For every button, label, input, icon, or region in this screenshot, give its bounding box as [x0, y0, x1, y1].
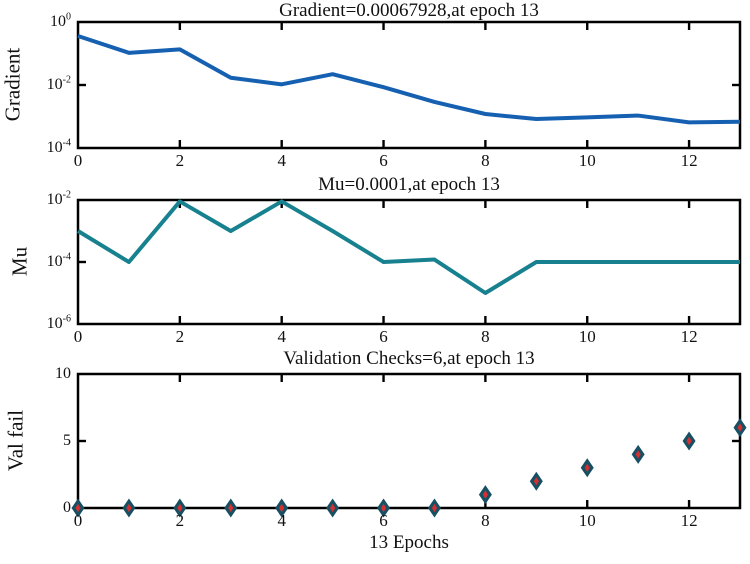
valfail-marker-core — [75, 503, 81, 513]
mu-xtick-label: 10 — [578, 327, 596, 346]
valfail-marker-core — [330, 503, 336, 513]
mu-xtick-label: 6 — [379, 327, 388, 346]
gradient-xtick-label: 8 — [481, 151, 490, 170]
valfail-marker-core — [177, 503, 183, 513]
gradient-line-series — [77, 34, 741, 125]
mu-xtick-label: 4 — [277, 327, 286, 346]
mu-line-series — [76, 199, 740, 295]
valfail-xtick-label: 8 — [481, 511, 490, 530]
valfail-marker-core — [380, 503, 387, 513]
gradient-plot-canvas — [76, 20, 742, 150]
valfail-xtick-label: 4 — [277, 511, 286, 530]
gradient-axes-box — [76, 20, 742, 150]
valfail-xtick-label: 2 — [175, 511, 185, 530]
gradient-xtick-label: 2 — [175, 151, 185, 170]
valfail-ytick-label: 0 — [63, 499, 71, 516]
valfail-marker-core — [126, 503, 132, 513]
gradient-ytick-label: 100 — [50, 11, 71, 30]
valfail-xtick-label: 10 — [578, 511, 596, 530]
valfail-marker-core — [584, 463, 590, 472]
x-axis-label: 13 Epochs — [369, 532, 449, 553]
mu-ytick-label: 10-2 — [46, 189, 71, 208]
gradient-ytick-label: 10-2 — [46, 74, 71, 93]
mu-xtick-label: 8 — [481, 327, 490, 346]
valfail-marker-core — [482, 490, 488, 499]
gradient-xtick-label: 6 — [379, 151, 388, 170]
valfail-marker-core — [228, 503, 234, 513]
valfail-ytick-label: 5 — [63, 432, 71, 449]
mu-y-axis-label: Mu — [7, 246, 32, 277]
mu-xtick-label: 2 — [175, 327, 185, 346]
gradient-y-axis-label: Gradient — [0, 47, 25, 122]
valfail-xtick-label: 6 — [379, 511, 388, 530]
gradient-plot-title: Gradient=0.00067928,at epoch 13 — [279, 0, 539, 21]
gradient-xtick-label: 12 — [680, 151, 698, 170]
valfail-marker-core — [635, 450, 641, 459]
gradient-xtick-label: 4 — [277, 151, 286, 170]
valfail-ytick-label: 10 — [55, 365, 71, 382]
gradient-xtick-label: 0 — [73, 151, 83, 170]
mu-ytick-label: 10-6 — [46, 313, 71, 332]
valfail-y-axis-label: Val fail — [3, 409, 28, 472]
valfail-marker-core — [686, 436, 692, 446]
valfail-plot-canvas — [71, 372, 747, 518]
mu-plot-canvas — [76, 198, 742, 326]
valfail-marker-core — [533, 477, 539, 486]
valfail-plot-title: Validation Checks=6,at epoch 13 — [283, 348, 535, 369]
valfail-marker-core — [737, 423, 743, 432]
mu-plot-title: Mu=0.0001,at epoch 13 — [318, 174, 500, 195]
valfail-xtick-label: 12 — [680, 511, 698, 530]
gradient-xtick-label: 10 — [578, 151, 596, 170]
mu-ytick-label: 10-4 — [46, 251, 71, 270]
mu-xtick-label: 12 — [680, 327, 698, 346]
mu-xtick-label: 0 — [73, 327, 83, 346]
valfail-axes-box — [76, 372, 742, 510]
valfail-xtick-label: 0 — [73, 511, 83, 530]
gradient-ytick-label: 10-4 — [46, 137, 71, 156]
valfail-marker-core — [431, 503, 438, 513]
